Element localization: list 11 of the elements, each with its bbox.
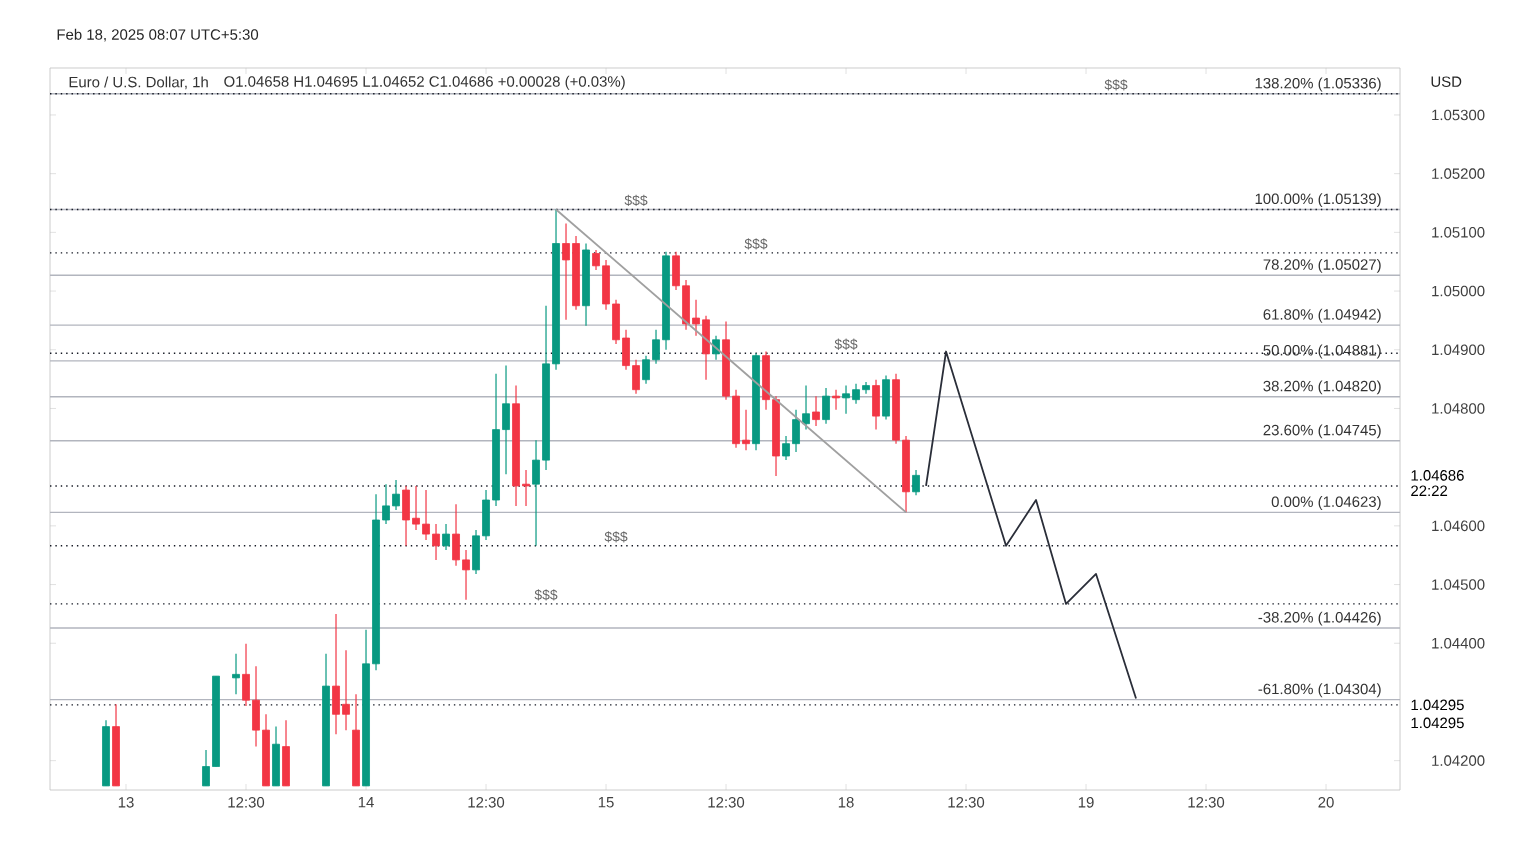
candlestick [912, 469, 920, 496]
candlestick [872, 379, 880, 431]
candlestick [442, 523, 450, 551]
candlestick [882, 374, 890, 421]
candlestick [822, 387, 830, 425]
candlestick [812, 395, 820, 427]
candlestick [232, 653, 240, 695]
candlestick [272, 726, 280, 787]
line-series [925, 350, 1137, 700]
candlestick [282, 719, 290, 787]
candlestick [832, 389, 840, 411]
